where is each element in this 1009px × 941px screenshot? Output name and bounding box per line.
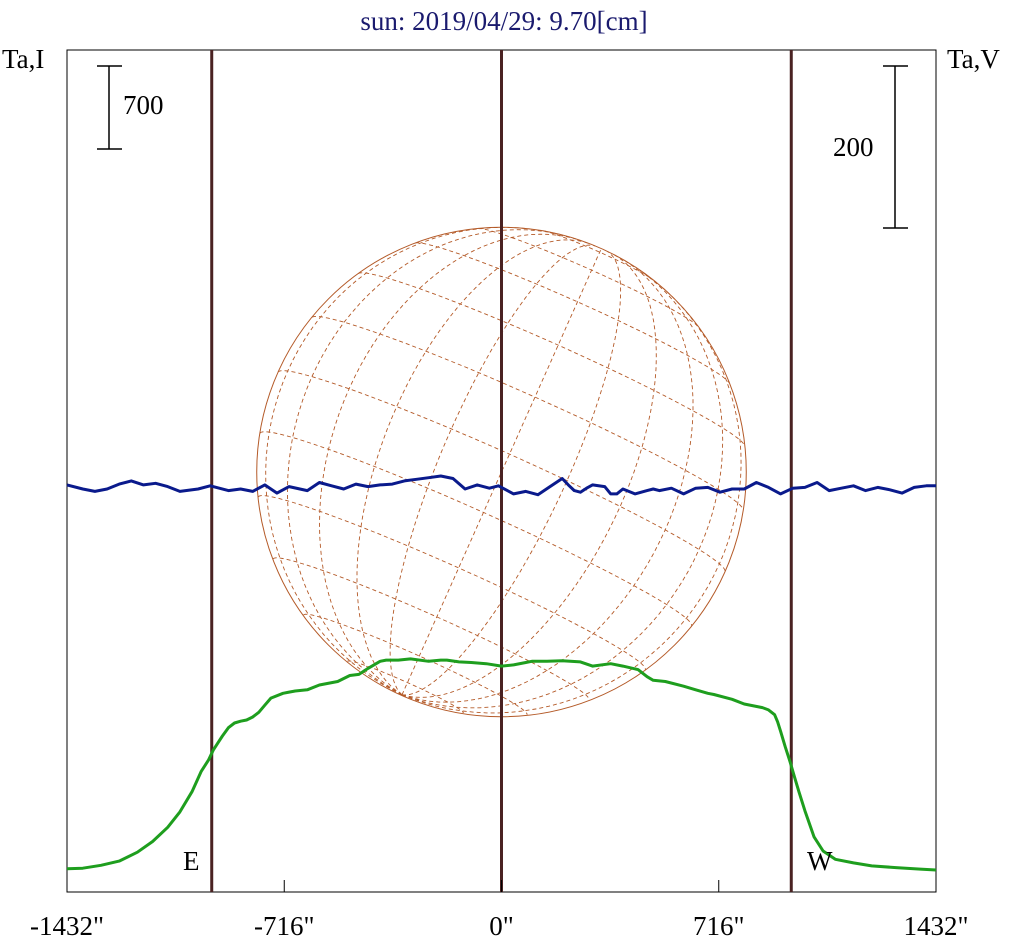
x-tick-label-3: 716": [693, 911, 745, 941]
scale-bar-right: 200: [833, 65, 908, 229]
latitude-grid-line-6: [311, 315, 744, 510]
latitude-grid-line-4: [259, 431, 693, 627]
limb-markers: [210, 50, 793, 892]
x-tick-label-0: -1432": [30, 911, 104, 941]
latitude-grid-line-5: [277, 370, 726, 572]
x-tick-label-2: 0": [489, 911, 514, 941]
x-tick-label-4: 1432": [903, 911, 968, 941]
x-axis-ticks: -1432" -716" 0" 716" 1432": [30, 880, 969, 941]
latitude-grid-line-8: [415, 242, 730, 384]
scale-bar-right-label: 200: [833, 132, 874, 162]
scale-bar-left-label: 700: [123, 90, 164, 120]
series-group: [66, 474, 937, 872]
longitude-grid-line-5: [401, 248, 602, 695]
longitude-grid-line-4: [389, 244, 596, 696]
latitude-grid-line-3: [257, 495, 646, 670]
east-limb-label: E: [183, 846, 200, 876]
chart-title: sun: 2019/04/29: 9.70[cm]: [360, 6, 647, 36]
latitude-grid-line-7: [358, 272, 746, 447]
longitude-grid-line-10: [401, 288, 742, 714]
longitude-grid-line-7: [401, 253, 657, 698]
longitude-grid-line-0: [265, 226, 531, 696]
right-axis-label: Ta,V: [947, 44, 1000, 74]
x-tick-label-1: -716": [254, 911, 315, 941]
longitude-grid-line-1: [286, 229, 560, 696]
longitude-grid-line-9: [401, 269, 724, 709]
latitude-grid-line-10: [543, 230, 654, 281]
left-axis-label: Ta,I: [2, 44, 44, 74]
longitude-grid-line-3: [356, 239, 590, 696]
solar-disk: [256, 226, 747, 718]
west-limb-label: W: [807, 846, 833, 876]
series-i-line: [66, 657, 937, 872]
longitude-grid-line-2: [319, 233, 577, 696]
longitude-grid-line-6: [401, 250, 622, 696]
scale-bar-left: 700: [97, 65, 164, 150]
series-v-line: [66, 474, 936, 497]
longitude-grid-line-8: [401, 260, 694, 703]
